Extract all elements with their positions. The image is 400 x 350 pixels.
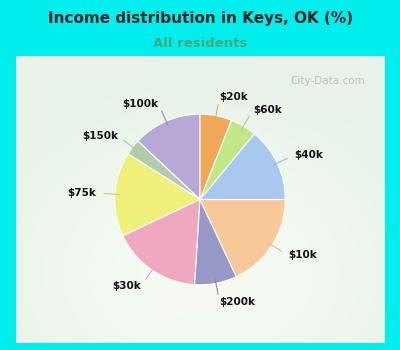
Text: $75k: $75k — [67, 188, 96, 198]
Wedge shape — [123, 199, 200, 285]
Text: $60k: $60k — [253, 105, 282, 115]
Wedge shape — [115, 154, 200, 236]
Text: $30k: $30k — [113, 281, 142, 290]
Wedge shape — [195, 199, 236, 285]
Text: $20k: $20k — [220, 92, 248, 102]
Text: $40k: $40k — [294, 150, 323, 160]
Text: $100k: $100k — [123, 99, 159, 109]
Text: $150k: $150k — [82, 131, 118, 141]
Text: Income distribution in Keys, OK (%): Income distribution in Keys, OK (%) — [48, 10, 352, 26]
Wedge shape — [200, 114, 232, 200]
Wedge shape — [200, 120, 254, 200]
Wedge shape — [128, 141, 200, 200]
Text: $200k: $200k — [220, 297, 256, 307]
Text: City-Data.com: City-Data.com — [291, 76, 366, 86]
Wedge shape — [138, 114, 200, 200]
Wedge shape — [200, 134, 285, 199]
Text: All residents: All residents — [153, 37, 247, 50]
Text: $10k: $10k — [288, 250, 317, 260]
Wedge shape — [200, 199, 285, 277]
